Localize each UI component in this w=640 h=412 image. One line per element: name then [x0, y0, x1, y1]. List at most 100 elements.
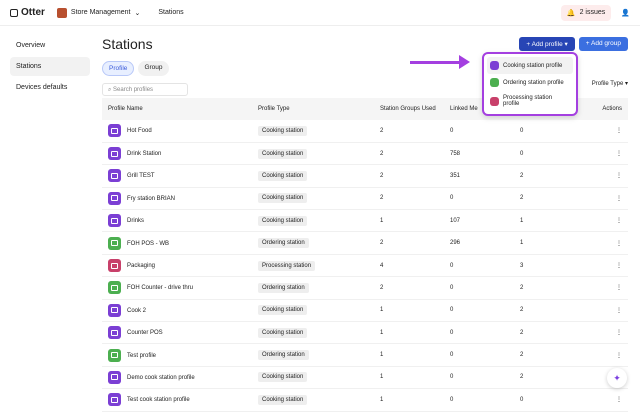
- more-actions-icon[interactable]: ⋮: [616, 352, 622, 359]
- more-actions-icon[interactable]: ⋮: [616, 128, 622, 135]
- profile-name: Drinks: [127, 218, 145, 225]
- table-row[interactable]: Hot Food Cooking station 2 0 0 ⋮: [102, 120, 628, 143]
- cell: 3: [514, 254, 594, 278]
- cell: 2: [374, 164, 444, 188]
- profiles-table: Profile Name Profile Type Station Groups U…: [102, 98, 628, 412]
- column-header: Profile Name: [102, 98, 252, 120]
- more-actions-icon[interactable]: ⋮: [616, 263, 622, 270]
- menu-item-processing[interactable]: Processing station profile: [487, 91, 573, 111]
- more-actions-icon[interactable]: ⋮: [616, 151, 622, 158]
- station-type-icon: [108, 281, 121, 295]
- add-group-button[interactable]: + Add group: [578, 37, 628, 51]
- profile-name: Test profile: [127, 352, 157, 359]
- cell: 1: [514, 231, 594, 255]
- more-actions-icon[interactable]: ⋮: [616, 330, 622, 337]
- table-row[interactable]: Test profile Ordering station 1 0 2 ⋮: [102, 343, 628, 367]
- table-row[interactable]: FOH Counter - drive thru Ordering station…: [102, 276, 628, 300]
- cell: 2: [374, 231, 444, 255]
- menu-item-cooking[interactable]: Cooking station profile: [487, 57, 573, 74]
- table-row[interactable]: Grill TEST Cooking station 2 351 2 ⋮: [102, 164, 628, 188]
- column-header: Station Groups Used: [374, 98, 444, 120]
- store-icon: [56, 7, 67, 18]
- cell: 1: [374, 321, 444, 345]
- page-title: Stations: [102, 36, 153, 52]
- profile-type-filter[interactable]: Profile Type ▾: [591, 81, 628, 87]
- cell: 0: [444, 299, 514, 323]
- profile-type-badge: Cooking station: [258, 215, 308, 226]
- cell: 351: [444, 164, 514, 188]
- breadcrumb: Stations: [158, 9, 184, 16]
- cell: 2: [374, 142, 444, 166]
- more-actions-icon[interactable]: ⋮: [616, 173, 622, 180]
- profile-type-badge: Cooking station: [258, 327, 308, 338]
- more-actions-icon[interactable]: ⋮: [616, 307, 622, 314]
- profile-type-badge: Cooking station: [258, 170, 308, 181]
- profile-type-badge: Processing station: [258, 260, 316, 271]
- logo-icon: [10, 8, 18, 17]
- chevron-down-icon: ⌄: [134, 9, 141, 17]
- column-header: Profile Type: [252, 98, 374, 120]
- cell: 4: [374, 254, 444, 278]
- profile-name: Hot Food: [127, 128, 152, 135]
- cell: 1: [374, 299, 444, 323]
- table-row[interactable]: FOH POS - WB Ordering station 2 296 1 ⋮: [102, 231, 628, 255]
- station-type-icon: [108, 370, 121, 384]
- profile-type-badge: Cooking station: [258, 193, 308, 204]
- cell: 1: [514, 209, 594, 233]
- station-type-icon: [108, 348, 121, 362]
- sidebar-item-overview[interactable]: Overview: [16, 42, 46, 49]
- profile-type-badge: Cooking station: [258, 305, 308, 316]
- more-actions-icon[interactable]: ⋮: [616, 240, 622, 247]
- menu-item-ordering[interactable]: Ordering station profile: [487, 74, 573, 91]
- sidebar-item-devices-defaults[interactable]: Devices defaults: [16, 84, 68, 91]
- station-type-icon: [108, 214, 121, 228]
- more-actions-icon[interactable]: ⋮: [616, 195, 622, 202]
- tab-group[interactable]: Group: [138, 61, 169, 76]
- store-selector[interactable]: Store Management ⌄: [56, 7, 141, 18]
- column-header: Actions: [594, 98, 628, 120]
- profile-name: Fry station BRIAN: [127, 195, 176, 202]
- profile-type-badge: Ordering station: [258, 350, 309, 361]
- cell: 2: [514, 343, 594, 367]
- search-input[interactable]: ⌕ Search profiles: [102, 83, 188, 96]
- cell: 0: [514, 142, 594, 166]
- add-profile-button[interactable]: + Add profile ▾: [519, 37, 575, 51]
- profile-name: Cook 2: [127, 307, 147, 314]
- more-actions-icon[interactable]: ⋮: [616, 397, 622, 404]
- profile-type-badge: Cooking station: [258, 372, 308, 383]
- sidebar: Overview Stations Devices defaults: [10, 36, 90, 99]
- profile-type-badge: Ordering station: [258, 238, 309, 249]
- table-row[interactable]: Drink Station Cooking station 2 758 0 ⋮: [102, 142, 628, 166]
- table-row[interactable]: Demo cook station profile Cooking station…: [102, 366, 628, 390]
- more-actions-icon[interactable]: ⋮: [616, 218, 622, 225]
- cell: 0: [444, 321, 514, 345]
- station-type-icon: [108, 124, 121, 138]
- add-profile-menu: Cooking station profile Ordering station…: [482, 52, 578, 116]
- table-row[interactable]: Packaging Processing station 4 0 3 ⋮: [102, 254, 628, 278]
- more-actions-icon[interactable]: ⋮: [616, 285, 622, 292]
- tab-profile[interactable]: Profile: [102, 61, 135, 76]
- cell: 2: [514, 366, 594, 390]
- otter-logo[interactable]: Otter: [10, 7, 45, 18]
- table-row[interactable]: Fry station BRIAN Cooking station 2 0 2 ⋮: [102, 187, 628, 211]
- ai-assistant-button[interactable]: ✦: [607, 368, 627, 388]
- profile-name: FOH Counter - drive thru: [127, 285, 194, 292]
- user-icon[interactable]: 👤: [621, 9, 630, 17]
- ordering-station-icon: [490, 78, 499, 87]
- sidebar-item-stations[interactable]: Stations: [10, 57, 90, 76]
- profile-name: Drink Station: [127, 151, 162, 158]
- profile-type-badge: Ordering station: [258, 282, 309, 293]
- cell: 0: [444, 187, 514, 211]
- table-row[interactable]: Drinks Cooking station 1 107 1 ⋮: [102, 209, 628, 233]
- cell: 1: [374, 366, 444, 390]
- profile-name: FOH POS - WB: [127, 240, 169, 247]
- station-type-icon: [108, 169, 121, 183]
- issues-button[interactable]: 🔔 2 issues: [560, 4, 612, 21]
- table-row[interactable]: Counter POS Cooking station 1 0 2 ⋮: [102, 321, 628, 345]
- cell: 0: [444, 120, 514, 143]
- table-row[interactable]: Cook 2 Cooking station 1 0 2 ⋮: [102, 299, 628, 323]
- cell: 107: [444, 209, 514, 233]
- station-type-icon: [108, 326, 121, 340]
- profile-name: Grill TEST: [127, 173, 155, 180]
- cell: 0: [444, 366, 514, 390]
